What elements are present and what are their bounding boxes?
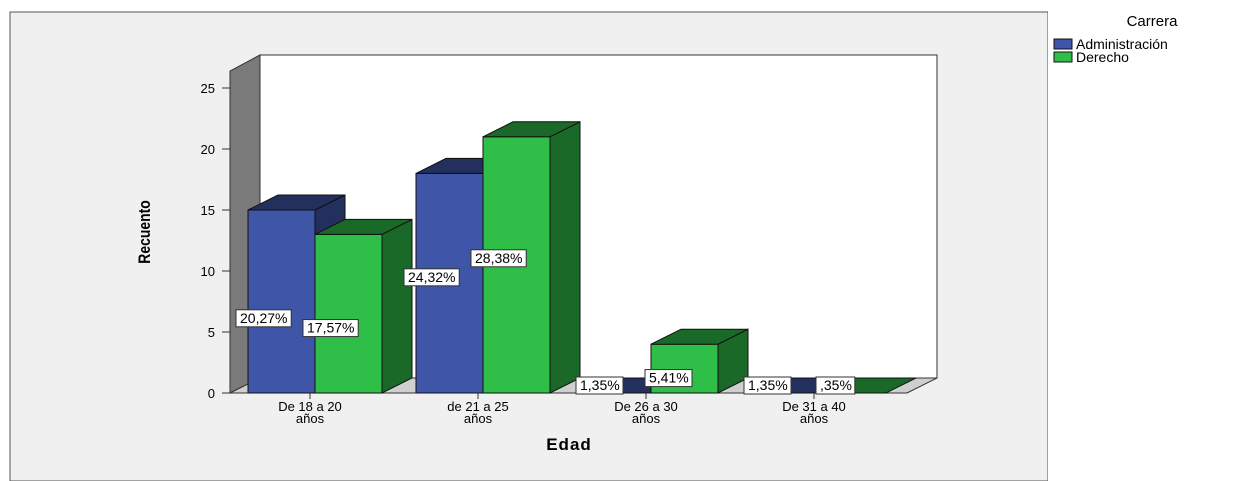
legend-item: Administración bbox=[1076, 36, 1168, 52]
bar-top bbox=[247, 194, 346, 211]
x-tick-label: de 21 a 25 bbox=[447, 399, 508, 414]
bar-top bbox=[314, 218, 413, 235]
y-tick-label: 5 bbox=[208, 325, 215, 340]
x-tick-label: años bbox=[632, 411, 661, 426]
y-tick-label: 0 bbox=[208, 386, 215, 401]
data-label: 5,41% bbox=[644, 369, 693, 388]
bar-top bbox=[482, 121, 581, 138]
x-tick-label: De 18 a 20 bbox=[278, 399, 342, 414]
y-axis: 0 5 10 15 20 25 bbox=[201, 71, 231, 401]
data-label: 17,57% bbox=[302, 319, 359, 338]
y-axis-label: Recuento bbox=[136, 200, 155, 263]
y-tick-label: 10 bbox=[201, 264, 215, 279]
svg-text:24,32%: 24,32% bbox=[408, 269, 455, 285]
legend-item: Derecho bbox=[1076, 49, 1129, 65]
svg-text:5,41%: 5,41% bbox=[649, 370, 689, 386]
x-tick-label: De 31 a 40 bbox=[782, 399, 846, 414]
legend-swatch bbox=[1053, 38, 1073, 50]
x-tick-label: años bbox=[296, 411, 325, 426]
y-tick-label: 25 bbox=[201, 81, 215, 96]
bar-top bbox=[650, 328, 749, 345]
legend-title: Carrera bbox=[1127, 13, 1179, 30]
svg-text:,35%: ,35% bbox=[820, 377, 852, 393]
data-label: 28,38% bbox=[470, 249, 527, 268]
x-tick-label: años bbox=[464, 411, 493, 426]
y-tick-label: 20 bbox=[201, 142, 215, 157]
data-label: 20,27% bbox=[235, 309, 292, 328]
data-label: 1,35% bbox=[743, 376, 792, 395]
bar-derecho-0 bbox=[314, 218, 413, 394]
bar-front bbox=[314, 233, 383, 394]
svg-text:28,38%: 28,38% bbox=[475, 250, 522, 266]
legend-background bbox=[1048, 0, 1244, 481]
svg-text:1,35%: 1,35% bbox=[580, 377, 620, 393]
bar-side bbox=[381, 218, 413, 394]
data-label: 24,32% bbox=[403, 268, 460, 287]
bar-side bbox=[549, 120, 581, 394]
x-tick-label: De 26 a 30 bbox=[614, 399, 678, 414]
bar-front bbox=[247, 209, 316, 394]
svg-text:17,57%: 17,57% bbox=[307, 320, 354, 336]
x-axis-label: Edad bbox=[546, 435, 592, 454]
x-tick-label: años bbox=[800, 411, 829, 426]
data-label: ,35% bbox=[815, 376, 856, 395]
svg-text:1,35%: 1,35% bbox=[748, 377, 788, 393]
data-labels-group: 20,27% 17,57% 24,32% 28,38% 1,35% 5,41% 1,35%,… bbox=[235, 249, 856, 395]
svg-text:20,27%: 20,27% bbox=[240, 310, 287, 326]
y-tick-label: 15 bbox=[201, 203, 215, 218]
data-label: 1,35% bbox=[575, 376, 624, 395]
legend-swatch bbox=[1053, 51, 1073, 63]
